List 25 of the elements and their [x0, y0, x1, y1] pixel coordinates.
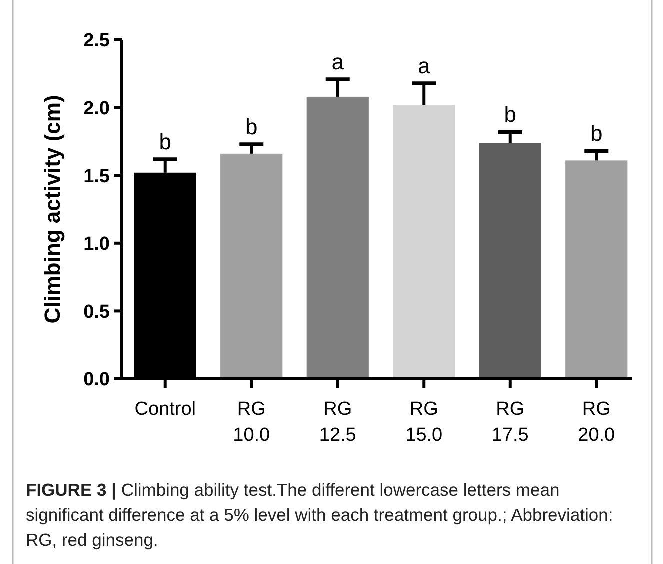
caption: FIGURE 3 | Climbing ability test.The different lowercase letters mean significant difference at a 5% level with each treatment group.; Abbreviation: RG, red ginseng.	[26, 479, 614, 552]
y-tick-label: 0.0	[84, 370, 110, 391]
annotation: a	[332, 49, 345, 74]
x-tick-label: RG 15.0	[406, 399, 443, 446]
bar	[306, 96, 369, 379]
annotation: b	[159, 129, 172, 154]
y-tick-label: 1.5	[84, 166, 110, 188]
y-tick-label: 2.5	[84, 30, 110, 52]
bar	[220, 154, 283, 379]
y-axis-title: Climbing activity (cm)	[40, 95, 65, 324]
annotation: b	[504, 102, 517, 128]
x-tick-label: Control	[134, 399, 196, 420]
x-tick-label: RG 12.5	[319, 399, 356, 446]
annotation: b	[245, 114, 258, 140]
x-tick-label: RG 20.0	[578, 399, 616, 446]
y-tick-label: 2.0	[84, 98, 110, 120]
y-tick-label: 1.0	[84, 234, 110, 256]
annotation: b	[590, 121, 603, 146]
y-tick-label: 0.5	[84, 302, 110, 323]
annotation: a	[418, 53, 431, 78]
x-tick-label: RG 10.0	[233, 399, 270, 446]
x-tick-label: RG 17.5	[492, 399, 529, 446]
bar	[479, 143, 542, 379]
bar	[566, 160, 628, 379]
bar	[393, 105, 456, 379]
